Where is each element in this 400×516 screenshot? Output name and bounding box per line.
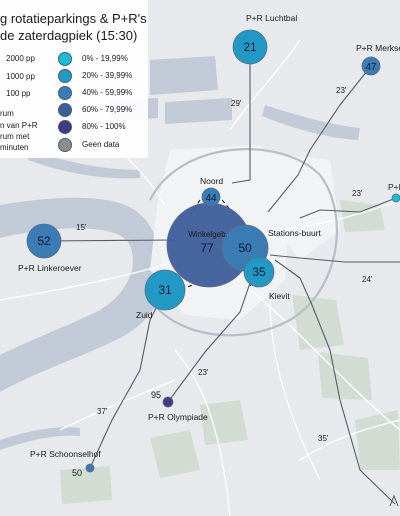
legend-size-1000: 1000 pp <box>6 72 35 81</box>
line-e-kievit <box>269 254 400 263</box>
parking-labels: Winkelgeb. Stations-buurt Kievit Zuid No… <box>18 13 400 459</box>
time-schoonselhof: 37' <box>97 407 108 416</box>
label-olympiade: P+R Olympiade <box>148 412 208 422</box>
parking-circle-linkeroever[interactable] <box>26 223 62 259</box>
legend-label-5: Geen data <box>82 140 120 149</box>
parking-circle-luchtbal[interactable] <box>232 29 268 65</box>
legend-swatch-5 <box>58 138 72 152</box>
legend-size-100: 100 pp <box>6 89 31 98</box>
map-streets <box>0 39 400 516</box>
time-merksem: 23' <box>336 86 347 95</box>
time-east: 23' <box>352 189 363 198</box>
value-linkeroever: 52 <box>37 234 51 248</box>
value-schoonselhof: 50 <box>72 468 82 478</box>
parking-circle-olympiade[interactable] <box>162 396 174 408</box>
value-kievit: 35 <box>252 265 266 279</box>
map-legend: g rotatieparkings & P+R's de zaterdagpie… <box>0 0 148 158</box>
legend-swatch-1 <box>58 69 72 83</box>
parking-circles <box>26 29 400 473</box>
legend-label-4: 80% - 100% <box>82 122 126 131</box>
label-winkelgebied: Winkelgeb. <box>188 230 228 239</box>
value-noord: 44 <box>205 193 217 204</box>
label-kievit: Kievit <box>269 291 290 301</box>
parking-circle-east[interactable] <box>391 193 400 203</box>
legend-size-2000: 2000 pp <box>6 54 35 63</box>
map-parks <box>60 200 400 504</box>
time-olympiade: 23' <box>198 368 209 377</box>
legend-label-2: 40% - 59,99% <box>82 88 133 97</box>
label-noord: Noord <box>200 176 223 186</box>
parking-values: 77 50 35 31 44 52 21 47 95 50 <box>37 40 377 478</box>
label-merksem: P+R Merksem <box>356 43 400 53</box>
label-schoonselhof: P+R Schoonselhof <box>30 449 101 459</box>
legend-title: g rotatieparkings & P+R's de zaterdagpie… <box>0 10 147 44</box>
north-arrow-icon <box>389 494 399 507</box>
legend-note-1: rum <box>0 109 14 118</box>
legend-label-1: 20% - 39,99% <box>82 71 133 80</box>
label-luchtbal: P+R Luchtbal <box>246 13 297 23</box>
time-southeast: 35' <box>318 434 329 443</box>
legend-swatch-2 <box>58 86 72 100</box>
label-linkeroever: P+R Linkeroever <box>18 263 82 273</box>
legend-swatch-3 <box>58 103 72 117</box>
line-luchtbal <box>231 47 251 184</box>
travel-times: 29' 23' 23' 15' 24' 23' 37' 35' <box>76 86 373 443</box>
legend-note-3: rum met <box>0 132 30 141</box>
parking-circle-schoonselhof[interactable] <box>85 463 95 473</box>
value-merksem: 47 <box>365 62 377 73</box>
line-east <box>299 197 397 219</box>
value-zuid: 31 <box>158 283 172 297</box>
shuttle-lines <box>43 47 400 505</box>
value-winkelgebied: 77 <box>200 241 214 255</box>
value-stationsbuurt: 50 <box>238 241 252 255</box>
legend-swatch-0 <box>58 52 72 66</box>
legend-note-2: n van P+R <box>0 121 38 130</box>
time-kievit-east: 24' <box>362 275 373 284</box>
label-zuid: Zuid <box>136 310 153 320</box>
parking-circle-kievit[interactable] <box>243 256 275 288</box>
label-stationsbuurt: Stations-buurt <box>268 228 322 238</box>
line-southeast <box>274 259 396 505</box>
line-schoonselhof <box>89 299 161 469</box>
legend-label-0: 0% - 19,99% <box>82 54 128 63</box>
legend-note-4: minuten <box>0 143 29 152</box>
value-olympiade: 95 <box>151 390 161 400</box>
parking-circle-merksem[interactable] <box>361 56 381 76</box>
time-luchtbal: 29' <box>231 99 242 108</box>
time-linkeroever: 15' <box>76 223 87 232</box>
legend-title-line1: g rotatieparkings & P+R's <box>0 11 147 26</box>
line-linkeroever <box>43 239 176 242</box>
legend-title-line2: de zaterdagpiek (15:30) <box>0 28 138 43</box>
line-olympiade <box>167 282 251 403</box>
value-luchtbal: 21 <box>243 40 257 54</box>
label-east-pr: P+R <box>388 182 400 192</box>
parking-circle-zuid[interactable] <box>144 269 186 311</box>
line-merksem <box>267 65 372 213</box>
parking-circle-noord[interactable] <box>201 187 221 207</box>
legend-swatch-4 <box>58 120 72 134</box>
legend-label-3: 60% - 79,99% <box>82 105 133 114</box>
